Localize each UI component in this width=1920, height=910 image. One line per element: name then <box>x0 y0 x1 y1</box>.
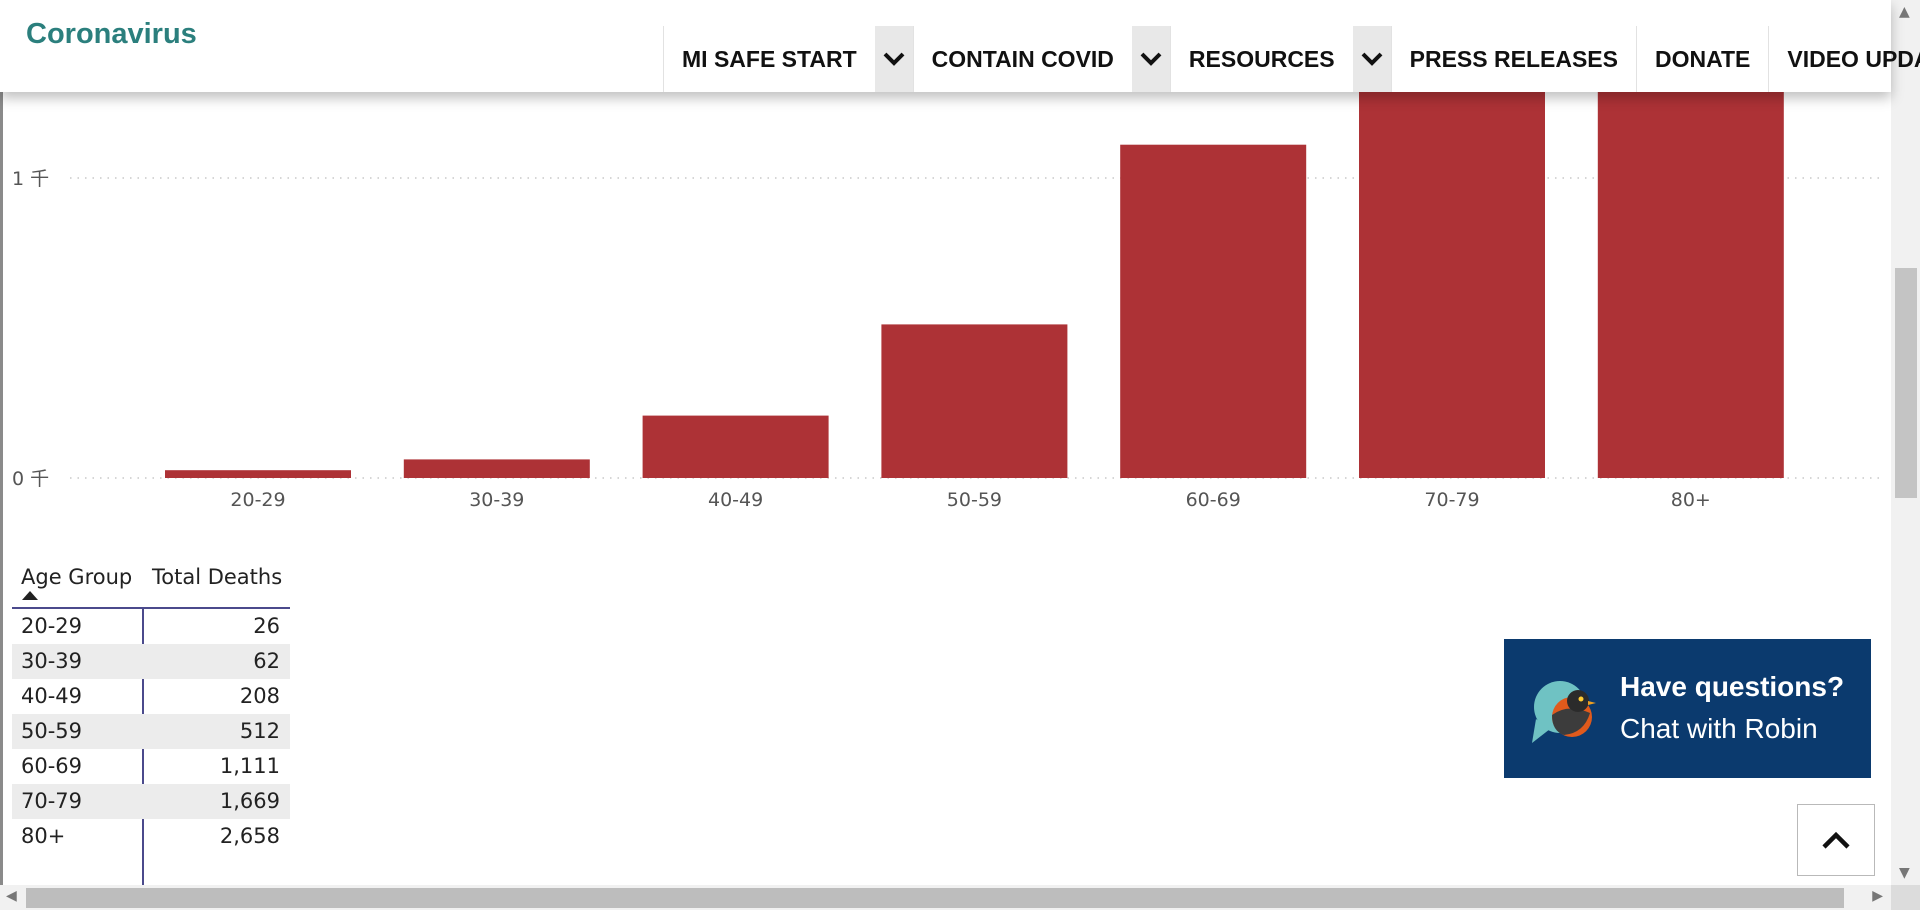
bar-80+[interactable] <box>1597 0 1784 479</box>
deaths-by-age-chart: 0 千1 千2 千20-2930-3940-4950-5960-6970-798… <box>0 0 1891 522</box>
cell-total-deaths: 512 <box>239 719 280 743</box>
column-header-total-deaths[interactable]: Total Deaths <box>152 565 283 589</box>
table-header: Age Group Total Deaths <box>12 557 290 609</box>
deaths-table: Age Group Total Deaths 20-29 26 30-39 62… <box>12 557 290 909</box>
scroll-left-arrow-icon[interactable]: ◀ <box>6 888 17 904</box>
chevron-up-icon <box>1822 831 1850 849</box>
nav-label[interactable]: PRESS RELEASES <box>1409 45 1618 72</box>
column-header-age-group[interactable]: Age Group <box>21 565 133 589</box>
main-nav: MI SAFE START CONTAIN COVID RESOURCES PR… <box>663 26 1920 92</box>
cell-age-group: 30-39 <box>21 649 83 673</box>
nav-item-donate[interactable]: DONATE <box>1635 26 1768 92</box>
chat-title[interactable]: Have questions? <box>1620 671 1845 702</box>
nav-label[interactable]: CONTAIN COVID <box>931 45 1114 72</box>
cell-age-group: 20-29 <box>21 614 83 638</box>
nav-item-press-releases[interactable]: PRESS RELEASES <box>1390 26 1636 92</box>
scroll-down-arrow-icon[interactable]: ▼ <box>1899 865 1910 881</box>
chat-subtitle[interactable]: Chat with Robin <box>1620 713 1818 744</box>
horizontal-scrollbar[interactable]: ◀ ▶ <box>0 885 1891 910</box>
bar-50-59[interactable] <box>881 324 1068 478</box>
y-tick-label: 1 千 <box>12 168 49 190</box>
bar-70-79[interactable] <box>1359 0 1545 479</box>
chat-with-robin-button[interactable]: Have questions? Chat with Robin <box>1504 639 1871 778</box>
brand-title[interactable]: Coronavirus <box>26 18 197 50</box>
nav-item-video-updates[interactable]: VIDEO UPDATES <box>1768 26 1920 92</box>
bar-chart-svg: 0 千1 千2 千20-2930-3940-4950-5960-6970-798… <box>12 0 1880 511</box>
scroll-up-arrow-icon[interactable]: ▲ <box>1899 4 1910 20</box>
table-row: 60-69 1,111 <box>12 749 290 784</box>
table-row: 20-29 26 <box>12 609 290 644</box>
cell-total-deaths: 26 <box>253 614 280 638</box>
sort-ascending-icon <box>22 591 38 600</box>
page-left-edge <box>0 92 3 885</box>
chevron-down-icon[interactable] <box>1131 26 1170 92</box>
chevron-down-icon[interactable] <box>1352 26 1391 92</box>
cell-total-deaths: 62 <box>253 649 280 673</box>
column-divider <box>142 609 144 909</box>
nav-label[interactable]: VIDEO UPDATES <box>1787 45 1920 72</box>
vertical-scrollbar[interactable]: ▲ ▼ <box>1891 0 1920 885</box>
nav-item-contain-covid[interactable]: CONTAIN COVID <box>912 26 1170 92</box>
bar-60-69[interactable] <box>1120 144 1307 478</box>
vertical-scroll-thumb[interactable] <box>1895 268 1917 498</box>
bar-20-29[interactable] <box>165 470 351 478</box>
cell-age-group: 40-49 <box>21 684 83 708</box>
nav-item-mi-safe-start[interactable]: MI SAFE START <box>663 26 913 92</box>
chevron-down-icon[interactable] <box>874 26 913 92</box>
table-row: 80+ 2,658 <box>12 819 290 854</box>
site-header: Coronavirus MI SAFE START CONTAIN COVID … <box>0 0 1920 92</box>
scroll-right-arrow-icon[interactable]: ▶ <box>1872 888 1883 904</box>
cell-total-deaths: 1,669 <box>219 789 280 813</box>
table-row: 50-59 512 <box>12 714 290 749</box>
x-tick-label: 40-49 <box>708 489 763 511</box>
nav-label[interactable]: RESOURCES <box>1188 45 1335 72</box>
cell-total-deaths: 1,111 <box>219 754 280 778</box>
cell-age-group: 50-59 <box>21 719 83 743</box>
nav-label[interactable]: DONATE <box>1654 45 1751 72</box>
table-row: 40-49 208 <box>12 679 290 714</box>
cell-total-deaths: 208 <box>239 684 280 708</box>
horizontal-scroll-thumb[interactable] <box>26 888 1844 908</box>
table-row: 70-79 1,669 <box>12 784 290 819</box>
back-to-top-button[interactable] <box>1797 804 1875 876</box>
x-tick-label: 70-79 <box>1424 489 1479 511</box>
x-tick-label: 80+ <box>1671 489 1711 511</box>
bar-40-49[interactable] <box>642 415 829 478</box>
x-tick-label: 30-39 <box>469 489 524 511</box>
cell-age-group: 70-79 <box>21 789 83 813</box>
nav-item-resources[interactable]: RESOURCES <box>1169 26 1391 92</box>
x-tick-label: 20-29 <box>230 489 285 511</box>
cell-age-group: 80+ <box>21 824 66 848</box>
cell-age-group: 60-69 <box>21 754 83 778</box>
robin-bird-icon <box>1532 681 1596 743</box>
x-tick-label: 60-69 <box>1186 489 1241 511</box>
scrollbar-corner <box>1891 885 1920 910</box>
nav-label[interactable]: MI SAFE START <box>682 45 857 72</box>
bar-30-39[interactable] <box>403 459 590 478</box>
y-tick-label: 0 千 <box>12 468 49 490</box>
x-tick-label: 50-59 <box>947 489 1002 511</box>
table-row: 30-39 62 <box>12 644 290 679</box>
cell-total-deaths: 2,658 <box>219 824 280 848</box>
